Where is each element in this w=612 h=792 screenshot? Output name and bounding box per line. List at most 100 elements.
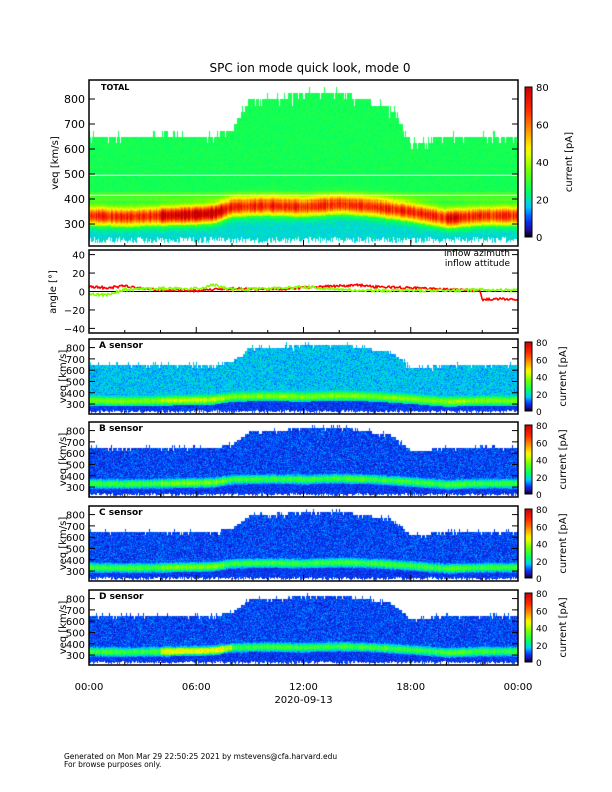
colorbar-tick-label: 80: [536, 506, 548, 516]
y-tick-label: 600: [66, 366, 85, 377]
y-axis-label: veq [km/s]: [58, 433, 69, 487]
y-tick-label: 600: [66, 449, 85, 460]
colorbar-tick-label: 80: [536, 83, 549, 94]
chart-title: SPC ion mode quick look, mode 0: [210, 61, 411, 75]
angle-series-inflow-attitude: [88, 282, 519, 299]
y-tick-label: 800: [66, 595, 85, 606]
y-tick-label: 400: [66, 640, 85, 651]
y-tick-label: 700: [66, 522, 85, 533]
colorbar-label: current [pA]: [558, 513, 569, 573]
y-tick-label: 300: [66, 651, 85, 662]
y-tick-label: 600: [66, 533, 85, 544]
y-tick-label: 400: [66, 389, 85, 400]
y-tick-label: 700: [64, 118, 85, 131]
colorbar-tick-label: 60: [536, 523, 548, 533]
y-tick-label: 400: [66, 556, 85, 567]
colorbar: [524, 341, 533, 412]
y-tick-label: 300: [64, 218, 85, 231]
spectrogram-sensorC: [89, 506, 518, 581]
y-tick-label: 600: [64, 143, 85, 156]
x-axis-label: 2020-09-13: [274, 695, 332, 706]
colorbar-tick-label: 20: [536, 558, 548, 568]
legend-inflow-attitude: inflow attitude: [445, 259, 511, 269]
y-tick-label: −20: [64, 306, 85, 317]
colorbar-tick-label: 40: [536, 374, 548, 384]
panel-label: D sensor: [99, 592, 144, 602]
y-tick-label: 500: [66, 377, 85, 388]
colorbar-tick-label: 40: [536, 625, 548, 635]
spectrogram-sensorB: [89, 422, 518, 497]
colorbar-tick-label: 80: [536, 339, 548, 349]
y-tick-label: 500: [64, 168, 85, 181]
footer-browse-note: For browse purposes only.: [64, 760, 162, 769]
y-tick-label: 500: [66, 460, 85, 471]
legend-inflow-azimuth: inflow azimuth: [444, 249, 510, 259]
y-axis-label: veq [km/s]: [58, 517, 69, 571]
colorbar-tick-label: 0: [536, 408, 542, 418]
x-tick-label: 00:00: [504, 682, 533, 693]
spectrogram-total: [89, 80, 518, 246]
colorbar-tick-label: 80: [536, 590, 548, 600]
colorbar: [524, 86, 533, 238]
panel-frame: [88, 421, 519, 498]
y-tick-label: 800: [66, 511, 85, 522]
y-axis-label: veq [km/s]: [58, 350, 69, 404]
y-axis-label: veq [km/s]: [58, 601, 69, 655]
colorbar-tick-label: 60: [536, 439, 548, 449]
panel-frame: [88, 589, 519, 666]
colorbar-tick-label: 20: [536, 642, 548, 652]
colorbar-tick-label: 0: [536, 575, 542, 585]
panel-frame: [88, 79, 519, 247]
colorbar-label: current [pA]: [558, 346, 569, 406]
colorbar: [524, 592, 533, 663]
colorbar-tick-label: 20: [536, 391, 548, 401]
colorbar-tick-label: 20: [536, 474, 548, 484]
spectrogram-sensorD: [89, 590, 518, 665]
colorbar-label: current [pA]: [558, 597, 569, 657]
panel-frame: [88, 338, 519, 415]
y-tick-label: 800: [66, 344, 85, 355]
footer-generated: Generated on Mon Mar 29 22:50:25 2021 by…: [64, 752, 338, 761]
y-tick-label: 800: [64, 93, 85, 106]
y-tick-label: −40: [64, 324, 85, 335]
y-tick-label: 300: [66, 483, 85, 494]
colorbar-label: current [pA]: [564, 132, 575, 192]
x-tick-label: 00:00: [75, 682, 104, 693]
colorbar-tick-label: 0: [536, 233, 542, 244]
colorbar-tick-label: 60: [536, 356, 548, 366]
colorbar-tick-label: 60: [536, 607, 548, 617]
y-axis-label: veq [km/s]: [50, 136, 61, 190]
y-tick-label: 600: [66, 617, 85, 628]
panel-frame: [88, 505, 519, 582]
colorbar-tick-label: 60: [536, 121, 549, 132]
colorbar: [524, 508, 533, 579]
y-tick-label: 800: [66, 427, 85, 438]
y-tick-label: 700: [66, 355, 85, 366]
y-tick-label: 20: [72, 269, 85, 280]
x-tick-label: 06:00: [182, 682, 211, 693]
y-tick-label: 700: [66, 606, 85, 617]
angle-series-inflow-azimuth: [88, 282, 519, 302]
colorbar-tick-label: 0: [536, 491, 542, 501]
colorbar-label: current [pA]: [558, 429, 569, 489]
panel-label: B sensor: [99, 424, 143, 434]
y-axis-label: angle [°]: [48, 270, 59, 314]
colorbar: [524, 424, 533, 495]
x-tick-label: 12:00: [289, 682, 318, 693]
colorbar-tick-label: 80: [536, 422, 548, 432]
panel-label: A sensor: [99, 341, 144, 351]
y-tick-label: 400: [64, 193, 85, 206]
colorbar-tick-label: 20: [536, 196, 549, 207]
y-tick-label: 700: [66, 438, 85, 449]
y-tick-label: 40: [72, 251, 85, 262]
colorbar-tick-label: 40: [536, 457, 548, 467]
colorbar-tick-label: 40: [536, 541, 548, 551]
panel-label: TOTAL: [101, 83, 129, 92]
y-tick-label: 300: [66, 567, 85, 578]
y-tick-label: 300: [66, 400, 85, 411]
x-tick-label: 18:00: [396, 682, 425, 693]
colorbar-tick-label: 0: [536, 659, 542, 669]
spectrogram-sensorA: [89, 339, 518, 414]
y-tick-label: 400: [66, 472, 85, 483]
